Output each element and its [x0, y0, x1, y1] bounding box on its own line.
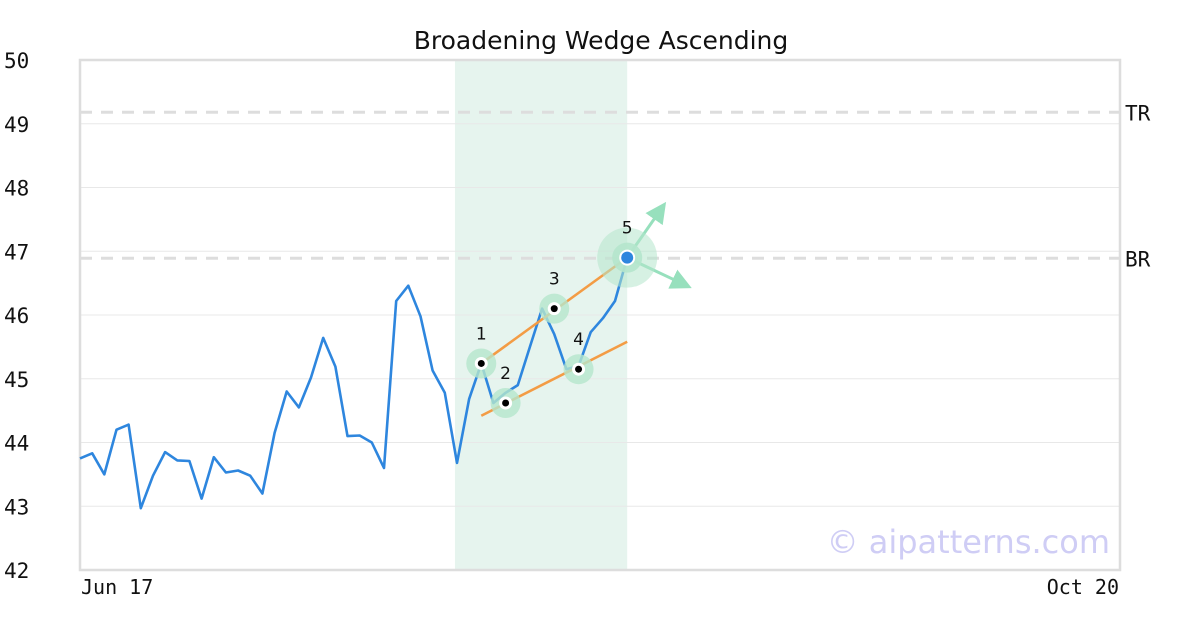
watermark: © aipatterns.com [827, 523, 1110, 561]
y-tick-label: 42 [4, 559, 29, 583]
pattern-point-marker [502, 399, 510, 407]
pattern-point-label: 4 [573, 330, 584, 350]
level-label: TR [1125, 101, 1151, 125]
y-tick-label: 44 [4, 432, 29, 456]
x-tick-end: Oct 20 [1047, 575, 1119, 599]
pattern-point-label: 5 [622, 219, 633, 239]
horizontal-levels-group: TR BR [80, 101, 1151, 271]
level-label: BR [1125, 247, 1151, 271]
chart-title: Broadening Wedge Ascending [414, 26, 789, 55]
pattern-point-label: 3 [549, 270, 560, 290]
y-tick-label: 47 [4, 240, 29, 264]
series-group [79, 257, 629, 510]
pattern-point-marker [550, 305, 558, 313]
y-tick-label: 45 [4, 368, 29, 392]
y-axis-ticks: 42 43 44 45 46 47 48 49 50 [4, 49, 29, 583]
pattern-points-group: 12 3 4 5 [466, 219, 658, 418]
pattern-point-marker [575, 365, 583, 373]
gridlines-group [80, 123, 1120, 507]
y-tick-label: 48 [4, 177, 29, 201]
y-tick-label: 50 [4, 49, 29, 73]
y-tick-label: 46 [4, 304, 29, 328]
y-tick-label: 43 [4, 495, 29, 519]
pattern-point-marker [477, 359, 485, 367]
plot-frame [78, 58, 1122, 572]
x-tick-start: Jun 17 [81, 575, 153, 599]
pattern-point-marker [619, 249, 636, 266]
y-tick-label: 49 [4, 113, 29, 137]
pattern-point-label: 2 [500, 364, 511, 384]
price-series-line [79, 257, 629, 510]
pattern-point-label: 1 [476, 324, 487, 344]
